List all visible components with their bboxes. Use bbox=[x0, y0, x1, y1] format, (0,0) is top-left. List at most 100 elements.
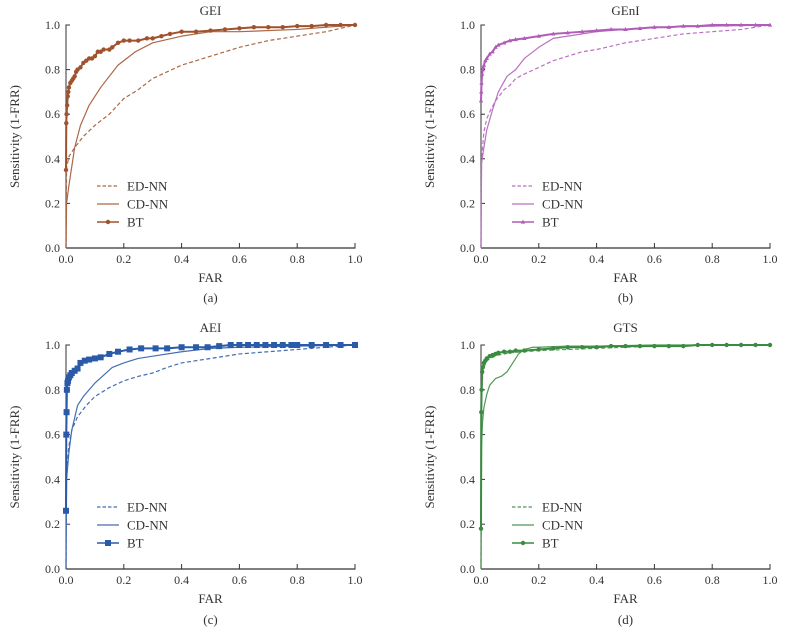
data-point bbox=[608, 27, 614, 32]
data-point bbox=[496, 42, 501, 47]
data-point bbox=[637, 25, 643, 30]
data-point bbox=[115, 348, 122, 355]
legend-label: BT bbox=[127, 536, 144, 551]
x-tick-label: 0.6 bbox=[232, 252, 247, 266]
x-tick-label: 1.0 bbox=[763, 573, 778, 587]
data-point bbox=[724, 342, 729, 348]
data-point bbox=[323, 342, 330, 348]
y-tick-label: 1.0 bbox=[460, 338, 475, 352]
data-point bbox=[222, 27, 228, 32]
chart-panel-d: GTS 0.0 0.2 0.4 0.6 0.8 1.0 0.0 0.2 0.4 0.6 0.8 1.0 F… bbox=[422, 320, 778, 627]
data-point bbox=[496, 350, 501, 356]
data-point bbox=[110, 45, 115, 50]
data-point bbox=[106, 350, 113, 357]
series-cd-nn bbox=[480, 24, 771, 249]
x-tick-label: 0.8 bbox=[705, 573, 720, 587]
legend-label: CD-NN bbox=[542, 518, 584, 533]
x-tick-label: 0.4 bbox=[174, 252, 189, 266]
legend-item: BT bbox=[97, 215, 144, 230]
x-tick-label: 0.2 bbox=[116, 573, 131, 587]
data-point bbox=[216, 343, 223, 350]
legend-label: BT bbox=[542, 536, 559, 551]
data-point bbox=[121, 38, 127, 43]
x-tick-label: 1.0 bbox=[348, 573, 363, 587]
data-point bbox=[551, 31, 556, 36]
legend-item: ED-NN bbox=[512, 500, 583, 515]
legend-label: CD-NN bbox=[127, 518, 169, 533]
chart-panel-b: GEnI 0.0 0.2 0.4 0.6 0.8 1.0 0.0 0.2 0.4 0.6 0.8 1.0… bbox=[422, 3, 778, 305]
x-axis-title: FAR bbox=[198, 591, 223, 606]
data-point bbox=[126, 346, 133, 353]
data-point bbox=[579, 29, 585, 34]
legend-label: CD-NN bbox=[127, 197, 169, 212]
data-point bbox=[479, 410, 484, 415]
data-point bbox=[64, 103, 70, 108]
chart-title: AEI bbox=[200, 320, 222, 335]
data-point bbox=[64, 120, 69, 126]
data-point bbox=[565, 345, 570, 350]
data-point bbox=[493, 44, 498, 49]
y-tick-label: 0.2 bbox=[45, 196, 60, 210]
y-tick-label: 0.4 bbox=[45, 152, 60, 166]
y-tick-label: 0.0 bbox=[460, 562, 475, 576]
y-tick-label: 0.6 bbox=[460, 107, 475, 121]
legend-label: BT bbox=[127, 215, 144, 230]
series-line-cd-nn bbox=[480, 344, 770, 570]
data-point bbox=[204, 344, 211, 351]
data-point bbox=[208, 28, 213, 33]
data-point bbox=[279, 342, 286, 348]
data-point bbox=[594, 28, 599, 33]
y-tick-label: 0.2 bbox=[460, 196, 475, 210]
x-tick-label: 0.8 bbox=[705, 252, 720, 266]
legend-marker bbox=[520, 540, 526, 546]
data-point bbox=[480, 67, 485, 72]
data-point bbox=[179, 29, 184, 34]
data-point bbox=[579, 345, 585, 350]
x-tick-label: 0.4 bbox=[589, 252, 604, 266]
panel-caption: (d) bbox=[618, 612, 633, 627]
data-point bbox=[63, 507, 69, 514]
x-axis-title: FAR bbox=[198, 270, 223, 285]
legend-label: BT bbox=[542, 215, 559, 230]
data-point bbox=[338, 22, 343, 28]
data-point bbox=[159, 33, 164, 39]
data-point bbox=[92, 54, 98, 59]
data-point bbox=[479, 89, 484, 94]
x-tick-label: 0.0 bbox=[59, 573, 74, 587]
x-tick-label: 0.8 bbox=[290, 252, 305, 266]
panel-caption: (c) bbox=[203, 612, 217, 627]
y-tick-label: 1.0 bbox=[45, 18, 60, 32]
data-point bbox=[164, 345, 171, 352]
data-point bbox=[271, 342, 278, 348]
x-tick-label: 0.0 bbox=[474, 252, 489, 266]
y-tick-label: 0.8 bbox=[45, 383, 60, 397]
legend-item: CD-NN bbox=[97, 197, 169, 212]
x-tick-label: 1.0 bbox=[348, 252, 363, 266]
x-tick-label: 1.0 bbox=[763, 252, 778, 266]
legend: ED-NN CD-NN BT bbox=[97, 179, 169, 230]
x-tick-label: 0.0 bbox=[59, 252, 74, 266]
y-tick-label: 0.2 bbox=[45, 517, 60, 531]
data-point bbox=[753, 22, 758, 27]
data-point bbox=[522, 35, 527, 40]
legend-marker bbox=[520, 219, 526, 224]
panel-caption: (b) bbox=[618, 290, 633, 305]
series-bt bbox=[478, 22, 773, 103]
data-point bbox=[479, 387, 484, 392]
data-point bbox=[608, 343, 614, 349]
data-point bbox=[65, 94, 70, 99]
series-line-ed-nn bbox=[65, 344, 356, 570]
chart-title: GEnI bbox=[611, 3, 639, 18]
data-point bbox=[565, 30, 570, 35]
data-point bbox=[63, 386, 70, 393]
data-point bbox=[724, 22, 729, 27]
data-point bbox=[681, 343, 686, 349]
data-point bbox=[481, 62, 487, 67]
legend-item: CD-NN bbox=[512, 197, 584, 212]
data-point bbox=[738, 342, 744, 348]
data-point bbox=[144, 36, 150, 41]
y-axis-title: Sensitivity (1-FRR) bbox=[7, 406, 22, 509]
data-point bbox=[63, 431, 70, 438]
y-tick-label: 0.6 bbox=[45, 107, 60, 121]
